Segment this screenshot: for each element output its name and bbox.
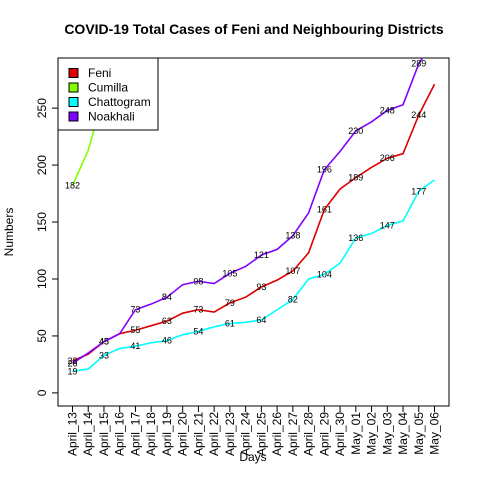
value-label: 136 [348,233,363,243]
x-tick-label: May_04 [396,412,410,455]
x-tick-label: April_30 [333,412,347,456]
x-tick-label: April_26 [270,412,284,456]
value-label: 45 [99,337,109,347]
y-tick-label: 150 [35,212,49,232]
y-tick-label: 200 [35,155,49,175]
value-label: 73 [130,305,140,315]
value-label: 82 [288,294,298,304]
value-label: 107 [285,266,300,276]
legend-label: Chattogram [88,95,151,109]
value-label: 41 [130,341,140,351]
legend-label: Feni [88,66,111,80]
value-label: 46 [162,336,172,346]
value-label: 138 [285,231,300,241]
x-tick-label: April_14 [81,412,95,456]
value-label: 93 [256,282,266,292]
value-label: 55 [130,325,140,335]
value-label: 177 [411,186,426,196]
x-tick-label: April_15 [97,412,111,456]
legend-swatch [68,82,79,93]
value-label: 206 [380,153,395,163]
x-tick-label: May_06 [428,412,442,455]
value-label: 61 [225,318,235,328]
x-tick-label: April_29 [317,412,331,456]
value-label: 79 [225,298,235,308]
value-label: 19 [67,366,77,376]
x-tick-label: May_01 [349,412,363,455]
series-line [72,58,424,364]
x-tick-label: April_27 [286,412,300,456]
legend-swatch [68,97,79,107]
value-label: 64 [256,315,266,325]
value-label: 230 [348,126,363,136]
chart-title: COVID-19 Total Cases of Feni and Neighbo… [64,21,444,37]
value-label: 33 [99,350,109,360]
x-tick-label: April_18 [144,412,158,456]
x-tick-label: April_16 [113,412,127,456]
x-tick-label: April_20 [176,412,190,456]
legend-swatch [68,111,79,122]
plot-frame [57,57,450,407]
y-tick-label: 50 [35,329,49,343]
value-label: 196 [317,165,332,175]
legend-label: Noakhali [88,110,135,124]
y-tick-label: 250 [35,98,49,118]
y-tick-label: 100 [35,269,49,289]
x-tick-label: April_22 [207,412,221,456]
value-label: 84 [162,292,172,302]
x-tick-label: April_24 [239,412,253,456]
value-label: 98 [193,276,203,286]
value-label: 105 [222,268,237,278]
x-tick-label: April_21 [191,412,205,456]
y-axis-label: Numbers [2,208,16,257]
plot-area: 28 45 55 63 73 79 93 107 161 189 206 244 182 19 33 41 46… [65,58,436,376]
x-tick-label: April_13 [65,412,79,456]
series-line [72,179,435,373]
x-tick-label: May_03 [380,412,394,455]
value-label: 28 [67,356,77,366]
legend-swatch [68,68,79,78]
value-label: 147 [380,220,395,230]
x-axis-label: Days [239,450,266,464]
x-tick-label: May_02 [365,412,379,455]
value-label: 244 [411,110,426,120]
x-tick-label: April_25 [254,412,268,456]
x-tick-label: April_28 [302,412,316,456]
value-label: 104 [317,269,332,279]
value-label: 54 [193,326,203,336]
series-line [72,83,436,362]
value-label: 26 [67,358,77,368]
value-label: 289 [411,59,426,69]
value-label: 121 [254,250,269,260]
value-label: 63 [162,316,172,326]
value-label: 161 [317,205,332,215]
x-tick-label: April_17 [128,412,142,456]
x-tick-label: May_05 [412,412,426,455]
y-tick-label: 0 [35,389,49,396]
legend-label: Cumilla [88,81,128,95]
x-tick-label: April_19 [160,412,174,456]
value-label: 73 [193,305,203,315]
value-label: 248 [380,105,395,115]
value-label: 182 [65,181,80,191]
value-label: 189 [348,173,363,183]
x-tick-label: April_23 [223,412,237,456]
